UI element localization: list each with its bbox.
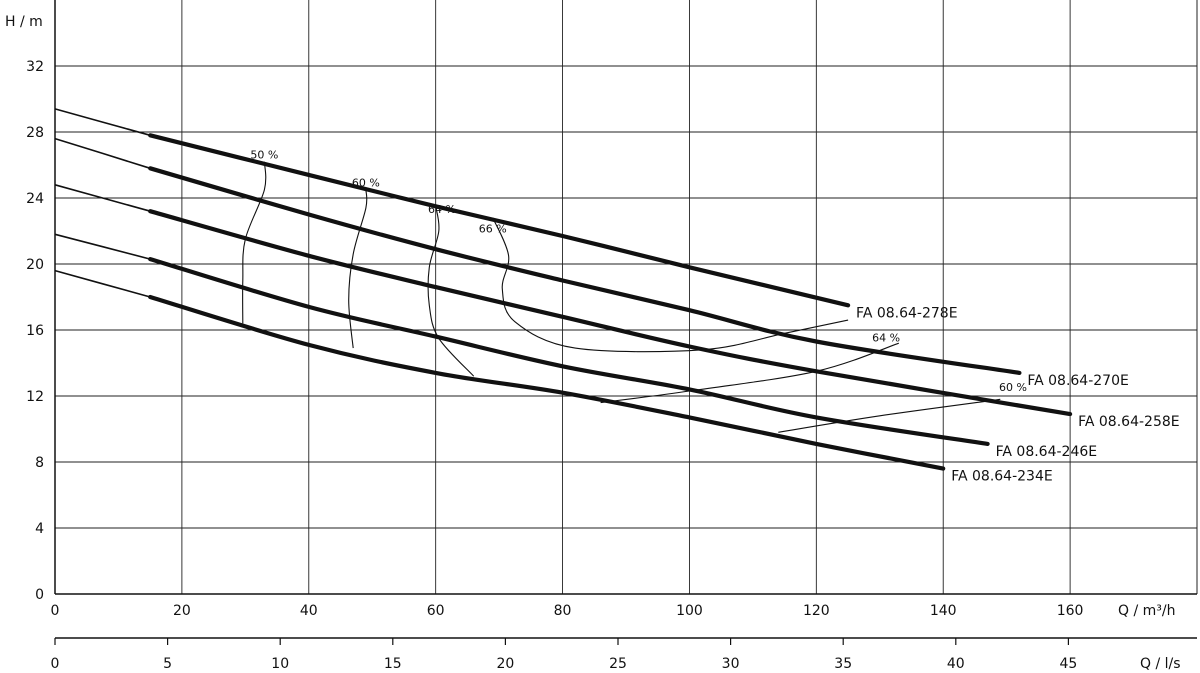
x-tick-label: 60 — [427, 603, 445, 619]
curve-extension — [54, 184, 151, 212]
y-tick-label: 28 — [26, 125, 44, 141]
x2-tick-label: 30 — [722, 656, 740, 672]
efficiency-label: 66 % — [479, 223, 507, 236]
y-tick-label: 32 — [26, 59, 44, 75]
x2-tick-label: 5 — [163, 656, 172, 672]
efficiency-label: 64 % — [872, 332, 900, 345]
y-tick-label: 24 — [26, 191, 44, 207]
axes — [54, 0, 1197, 645]
x2-tick-label: 0 — [51, 656, 60, 672]
y-tick-label: 0 — [35, 587, 44, 603]
curve-extension — [54, 108, 151, 137]
x2-tick-label: 15 — [384, 656, 402, 672]
curve-extension — [54, 233, 151, 260]
x-tick-label: 80 — [554, 603, 572, 619]
x2-tick-label: 40 — [947, 656, 965, 672]
pump-curve — [148, 209, 1073, 417]
efficiency-line — [600, 342, 899, 404]
efficiency-line — [492, 217, 849, 353]
x-axis-label: Q / m³/h — [1118, 603, 1175, 619]
x-tick-label: 120 — [803, 603, 830, 619]
curve-label: FA 08.64-270E — [1027, 373, 1129, 389]
x2-tick-label: 10 — [271, 656, 289, 672]
x-tick-label: 100 — [676, 603, 703, 619]
curve-label: FA 08.64-258E — [1078, 414, 1180, 430]
x2-axis-label: Q / l/s — [1140, 656, 1181, 672]
curve-label: FA 08.64-246E — [996, 444, 1097, 460]
x2-tick-label: 20 — [496, 656, 514, 672]
x-tick-label: 20 — [173, 603, 191, 619]
y-tick-label: 12 — [26, 389, 44, 405]
curve-label: FA 08.64-234E — [951, 469, 1052, 485]
efficiency-lines: 50 %60 %64 %66 %64 %60 % — [242, 148, 1027, 433]
tick-labels: 0 4 8 12 16 20 24 28 32 0 20 40 60 80 100 120 140 160 0 5 10… — [26, 59, 1083, 672]
x-tick-label: 140 — [930, 603, 957, 619]
x-tick-label: 160 — [1057, 603, 1084, 619]
x2-tick-label: 45 — [1059, 656, 1077, 672]
curve-extension — [54, 269, 151, 298]
y-tick-label: 16 — [26, 323, 44, 339]
pump-curve — [148, 294, 946, 471]
curve-extension — [54, 137, 151, 170]
y-axis-label: H / m — [5, 14, 43, 30]
efficiency-label: 60 % — [999, 381, 1027, 394]
curve-labels: FA 08.64-278E FA 08.64-270E FA 08.64-258E F… — [856, 305, 1180, 484]
efficiency-label: 50 % — [250, 148, 278, 161]
x-tick-label: 0 — [51, 603, 60, 619]
pump-curve — [148, 133, 851, 308]
y-tick-label: 20 — [26, 257, 44, 273]
pump-curve — [148, 166, 1022, 375]
pump-curve — [148, 257, 990, 446]
x-tick-label: 40 — [300, 603, 318, 619]
y-tick-label: 4 — [35, 521, 44, 537]
efficiency-line — [778, 398, 1001, 433]
pump-curves — [54, 108, 1073, 471]
x2-tick-label: 35 — [834, 656, 852, 672]
x2-tick-label: 25 — [609, 656, 627, 672]
y-tick-label: 8 — [35, 455, 44, 471]
curve-label: FA 08.64-278E — [856, 305, 958, 321]
